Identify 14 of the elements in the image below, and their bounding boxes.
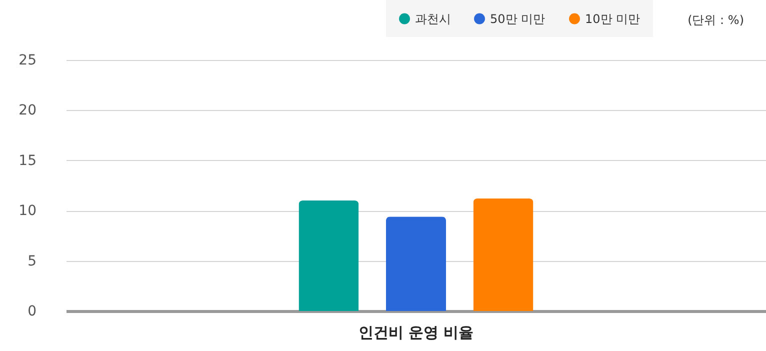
y-tick-label: 15	[18, 152, 36, 169]
y-tick-label: 20	[18, 102, 36, 119]
legend-label: 과천시	[415, 12, 451, 26]
legend-label: 50만 미만	[490, 12, 546, 26]
bar	[386, 216, 446, 311]
y-tick-label: 5	[28, 253, 36, 270]
bar	[473, 198, 534, 311]
x-tick-label: 인건비 운영 비율	[358, 324, 474, 342]
legend-label: 10만 미만	[585, 12, 640, 26]
y-tick-label: 0	[28, 304, 36, 320]
text: (단위 : %)	[688, 13, 744, 27]
y-tick-label: 10	[18, 203, 36, 220]
y-tick-label: 25	[18, 52, 36, 68]
bar	[298, 200, 359, 311]
